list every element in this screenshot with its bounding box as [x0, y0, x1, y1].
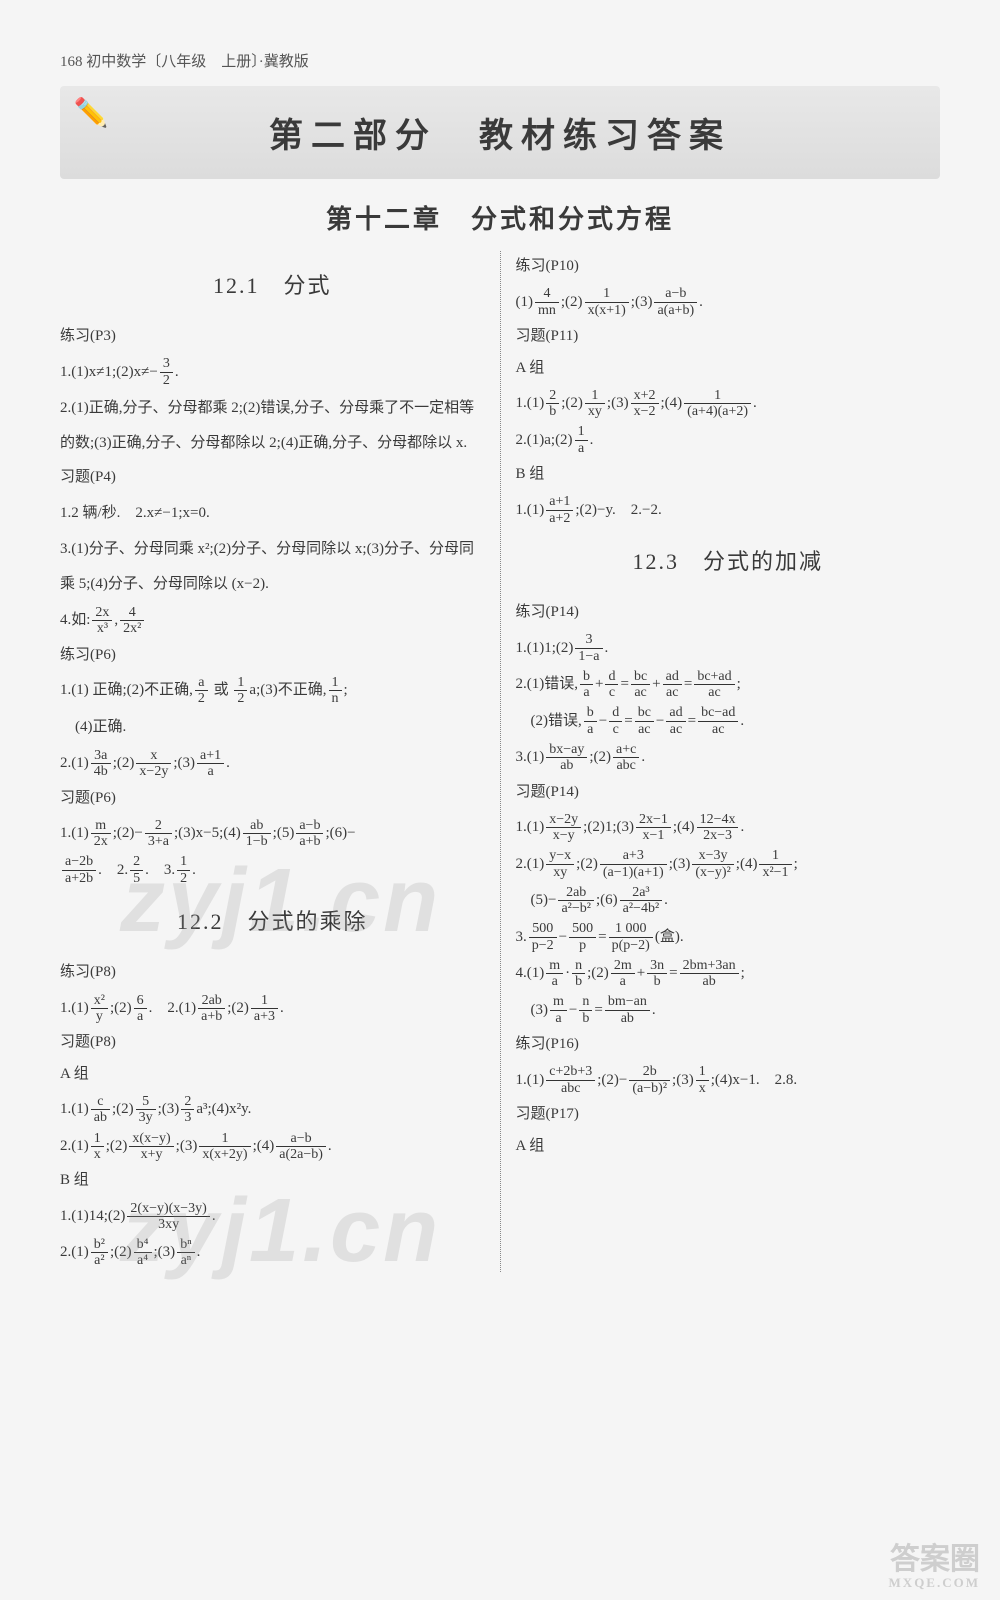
problem: 1.(1)c+2b+3abc;(2)−2b(a−b)²;(3)1x;(4)x−1… — [516, 1063, 941, 1098]
problem: 1.(1)x≠1;(2)x≠−32. — [60, 355, 485, 390]
problem: 1.(1)a+1a+2;(2)−y. 2.−2. — [516, 493, 941, 528]
exercise-p6-label: 练习(P6) — [60, 640, 485, 672]
exercise-p17-label: 习题(P17) — [516, 1099, 941, 1131]
section-12-3-title: 12.3 分式的加减 — [516, 539, 941, 585]
group-b-label: B 组 — [60, 1165, 485, 1197]
problem: 3.(1)分子、分母同乘 x²;(2)分子、分母同除以 x;(3)分子、分母同乘… — [60, 532, 485, 601]
problem: 1.2 辆/秒. 2.x≠−1;x=0. — [60, 496, 485, 531]
exercise-p4-label: 习题(P4) — [60, 462, 485, 494]
group-b-label: B 组 — [516, 459, 941, 491]
exercise-p14-label: 练习(P14) — [516, 597, 941, 629]
problem: 1.(1)2b;(2)1xy;(3)x+2x−2;(4)1(a+4)(a+2). — [516, 386, 941, 421]
exercise-p10-label: 练习(P10) — [516, 251, 941, 283]
problem: (3)ma−nb=bm−anab. — [516, 993, 941, 1028]
problem: 2.(1)y−xxy;(2)a+3(a−1)(a+1);(3)x−3y(x−y)… — [516, 847, 941, 882]
problem: 3.500p−2−500p=1 000p(p−2)(盒). — [516, 920, 941, 955]
problem: 2.(1)正确,分子、分母都乘 2;(2)错误,分子、分母乘了不一定相等的数;(… — [60, 391, 485, 460]
pencil-mascot-icon: ✏️ — [70, 96, 120, 156]
problem: 2.(1)错误,ba+dc=bcac+adac=bc+adac; — [516, 667, 941, 702]
problem: 2.(1)1x;(2)x(x−y)x+y;(3)1x(x+2y);(4)a−ba… — [60, 1129, 485, 1164]
problem: (4)正确. — [60, 710, 485, 745]
problem: 1.(1)14;(2)2(x−y)(x−3y)3xy. — [60, 1199, 485, 1234]
bottom-watermark: 答案圈 MXQE.COM — [889, 1543, 980, 1590]
group-a-label: A 组 — [60, 1059, 485, 1091]
exercise-p11-label: 习题(P11) — [516, 321, 941, 353]
problem: 2.(1)a;(2)1a. — [516, 423, 941, 458]
problem: 3.(1)bx−ayab;(2)a+cabc. — [516, 740, 941, 775]
right-column: 练习(P10) (1)4mn;(2)1x(x+1);(3)a−ba(a+b). … — [516, 251, 941, 1272]
problem: a−2ba+2b. 2.25. 3.12. — [60, 853, 485, 888]
problem: 1.(1)x−2yx−y;(2)1;(3)2x−1x−1;(4)12−4x2x−… — [516, 810, 941, 845]
banner: ✏️ 第二部分 教材练习答案 — [60, 86, 940, 179]
problem: 4.(1)ma·nb;(2)2ma+3nb=2bm+3anab; — [516, 956, 941, 991]
problem: (2)错误,ba−dc=bcac−adac=bc−adac. — [516, 704, 941, 739]
problem: 1.(1)x²y;(2)6a. 2.(1)2aba+b;(2)1a+3. — [60, 991, 485, 1026]
problem: 1.(1) 正确;(2)不正确,a2 或 12a;(3)不正确,1n; — [60, 673, 485, 708]
problem: 2.(1)b²a²;(2)b⁴a⁴;(3)bⁿaⁿ. — [60, 1235, 485, 1270]
two-column-layout: 12.1 分式 练习(P3) 1.(1)x≠1;(2)x≠−32. 2.(1)正… — [60, 251, 940, 1272]
page-header: 168 初中数学〔八年级 上册〕·冀教版 — [60, 50, 940, 71]
exercise-p6b-label: 习题(P6) — [60, 783, 485, 815]
problem: 1.(1)cab;(2)53y;(3)23a³;(4)x²y. — [60, 1092, 485, 1127]
problem: 2.(1)3a4b;(2)xx−2y;(3)a+1a. — [60, 746, 485, 781]
section-12-2-title: 12.2 分式的乘除 — [60, 899, 485, 945]
problem: (1)4mn;(2)1x(x+1);(3)a−ba(a+b). — [516, 285, 941, 320]
exercise-p14b-label: 习题(P14) — [516, 777, 941, 809]
problem: 1.(1)1;(2)31−a. — [516, 631, 941, 666]
exercise-p8-label: 练习(P8) — [60, 957, 485, 989]
exercise-p16-label: 练习(P16) — [516, 1029, 941, 1061]
group-a-label: A 组 — [516, 353, 941, 385]
exercise-p3-label: 练习(P3) — [60, 321, 485, 353]
group-a-label: A 组 — [516, 1131, 941, 1163]
problem: 4.如:2xx³,42x² — [60, 603, 485, 638]
banner-title: 第二部分 教材练习答案 — [269, 118, 731, 155]
problem: (5)−2aba²−b²;(6)2a³a²−4b². — [516, 883, 941, 918]
section-12-1-title: 12.1 分式 — [60, 263, 485, 309]
chapter-title: 第十二章 分式和分式方程 — [60, 199, 940, 236]
exercise-p8b-label: 习题(P8) — [60, 1027, 485, 1059]
problem: 1.(1)m2x;(2)−23+a;(3)x−5;(4)ab1−b;(5)a−b… — [60, 816, 485, 851]
left-column: 12.1 分式 练习(P3) 1.(1)x≠1;(2)x≠−32. 2.(1)正… — [60, 251, 501, 1272]
